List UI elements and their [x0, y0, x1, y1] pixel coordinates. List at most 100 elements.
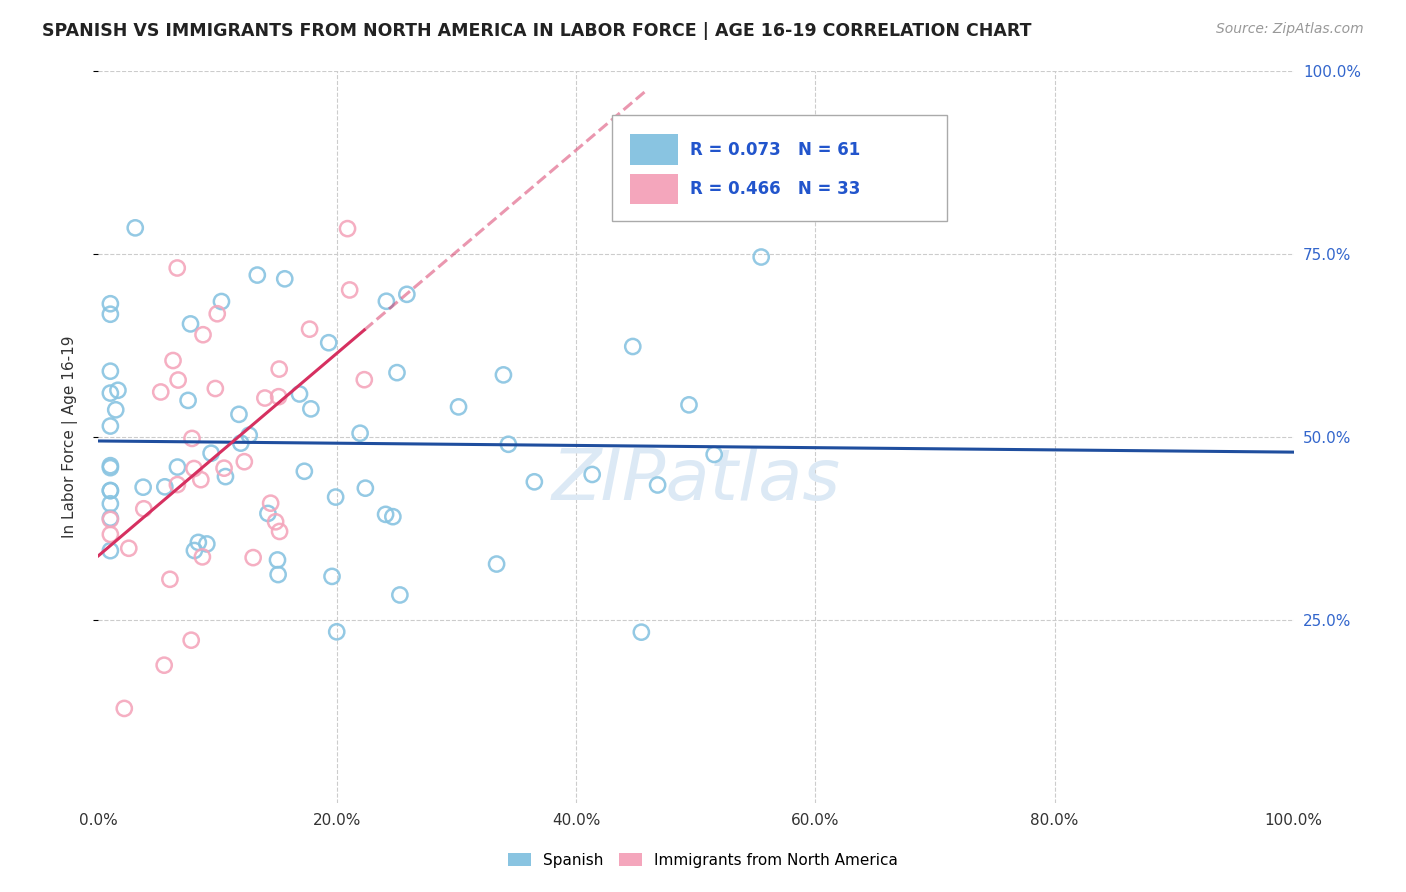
Legend: Spanish, Immigrants from North America: Spanish, Immigrants from North America — [501, 845, 905, 875]
Point — [229, 436, 252, 450]
Point — [214, 469, 236, 483]
Point — [647, 478, 669, 492]
Text: R = 0.466   N = 33: R = 0.466 N = 33 — [690, 180, 860, 198]
Point — [177, 393, 200, 408]
Point — [269, 362, 291, 376]
Point — [228, 407, 250, 421]
Point — [190, 473, 212, 487]
Point — [149, 384, 172, 399]
Point — [166, 260, 188, 275]
Point — [98, 543, 122, 558]
Point — [159, 572, 181, 586]
FancyBboxPatch shape — [630, 174, 678, 204]
Point — [98, 458, 122, 473]
Point — [349, 426, 371, 441]
Text: SPANISH VS IMMIGRANTS FROM NORTH AMERICA IN LABOR FORCE | AGE 16-19 CORRELATION : SPANISH VS IMMIGRANTS FROM NORTH AMERICA… — [42, 22, 1032, 40]
Point — [264, 515, 287, 529]
Point — [339, 283, 361, 297]
Point — [183, 543, 205, 558]
Point — [98, 297, 122, 311]
Point — [269, 524, 291, 539]
Point — [485, 557, 508, 571]
Point — [374, 508, 396, 522]
Point — [167, 373, 190, 387]
Point — [318, 335, 340, 350]
Point — [354, 481, 377, 495]
Point — [523, 475, 546, 489]
Y-axis label: In Labor Force | Age 16-19: In Labor Force | Age 16-19 — [62, 335, 77, 539]
Point — [166, 477, 188, 491]
Point — [238, 428, 260, 442]
Point — [98, 483, 122, 498]
Point — [207, 307, 229, 321]
Point — [388, 588, 411, 602]
Point — [385, 366, 408, 380]
Point — [98, 511, 122, 525]
Point — [292, 464, 315, 478]
Point — [298, 322, 321, 336]
Point — [166, 460, 188, 475]
Text: R = 0.073   N = 61: R = 0.073 N = 61 — [690, 141, 860, 159]
Point — [153, 480, 176, 494]
Point — [200, 446, 222, 460]
Text: Source: ZipAtlas.com: Source: ZipAtlas.com — [1216, 22, 1364, 37]
Point — [267, 567, 290, 582]
Point — [749, 250, 772, 264]
Point — [132, 501, 155, 516]
Point — [195, 537, 218, 551]
Text: ZIPatlas: ZIPatlas — [551, 447, 841, 516]
Point — [98, 364, 122, 378]
FancyBboxPatch shape — [613, 115, 948, 221]
Point — [124, 220, 146, 235]
Point — [492, 368, 515, 382]
Point — [395, 287, 418, 301]
Point — [233, 455, 256, 469]
Point — [321, 569, 343, 583]
Point — [630, 625, 652, 640]
Point — [353, 373, 375, 387]
Point — [242, 550, 264, 565]
Point — [132, 480, 155, 494]
Point — [266, 553, 288, 567]
Point — [98, 307, 122, 321]
Point — [162, 353, 184, 368]
Point — [299, 401, 322, 416]
Point — [181, 432, 204, 446]
Point — [212, 461, 235, 475]
Point — [204, 382, 226, 396]
Point — [581, 467, 603, 482]
Point — [191, 327, 214, 342]
Point — [381, 509, 404, 524]
Point — [498, 437, 520, 451]
Point — [375, 294, 398, 309]
Point — [257, 507, 280, 521]
Point — [253, 391, 276, 405]
Point — [246, 268, 269, 282]
Point — [180, 633, 202, 648]
Point — [98, 483, 122, 498]
Point — [447, 400, 470, 414]
Point — [98, 512, 122, 526]
Point — [191, 549, 214, 564]
Point — [211, 294, 233, 309]
Point — [180, 317, 202, 331]
Point — [183, 461, 205, 475]
Point — [118, 541, 141, 556]
Point — [274, 272, 297, 286]
Point — [288, 387, 311, 401]
Point — [325, 624, 347, 639]
Point — [98, 419, 122, 434]
Point — [98, 527, 122, 541]
Point — [187, 535, 209, 549]
Point — [336, 221, 359, 235]
Point — [621, 339, 644, 353]
Point — [98, 386, 122, 401]
Point — [703, 447, 725, 461]
FancyBboxPatch shape — [630, 135, 678, 165]
Point — [98, 497, 122, 511]
Point — [98, 460, 122, 475]
Point — [153, 658, 176, 673]
Point — [678, 398, 700, 412]
Point — [267, 390, 290, 404]
Point — [259, 496, 281, 510]
